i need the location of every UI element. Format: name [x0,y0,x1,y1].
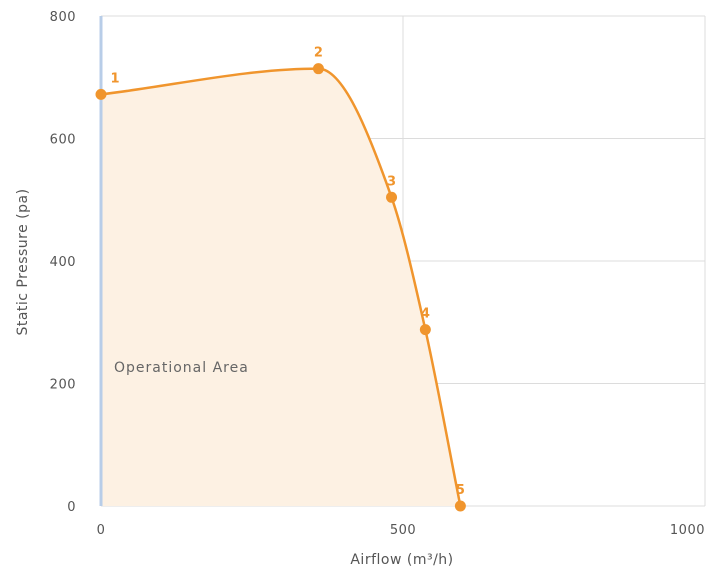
y-tick-labels: 0 200 400 600 800 [50,10,76,515]
data-point-2[interactable] [312,63,324,75]
x-tick-label: 500 [390,523,416,538]
y-tick-label: 200 [50,378,76,393]
y-tick-label: 0 [67,500,76,515]
data-point-label-5: 5 [456,483,465,498]
data-point-label-4: 4 [421,307,430,322]
y-axis-title: Static Pressure (pa) [15,188,31,335]
operational-area-fill [101,68,461,507]
y-tick-label: 600 [50,133,76,148]
y-tick-label: 400 [50,255,76,270]
data-points: 1 2 3 4 5 [95,46,466,512]
y-tick-label: 800 [50,10,76,25]
x-axis-title: Airflow (m³/h) [350,552,453,568]
operational-area-label: Operational Area [114,360,249,376]
data-point-5[interactable] [454,500,466,512]
data-point-4[interactable] [419,324,431,336]
data-point-1[interactable] [95,88,107,100]
data-point-label-2: 2 [314,46,323,61]
data-point-label-3: 3 [387,174,396,189]
x-tick-label: 0 [97,523,106,538]
x-tick-labels: 0 500 1000 [97,523,705,538]
data-point-3[interactable] [386,191,398,203]
x-tick-label: 1000 [670,523,705,538]
data-point-label-1: 1 [110,71,119,86]
